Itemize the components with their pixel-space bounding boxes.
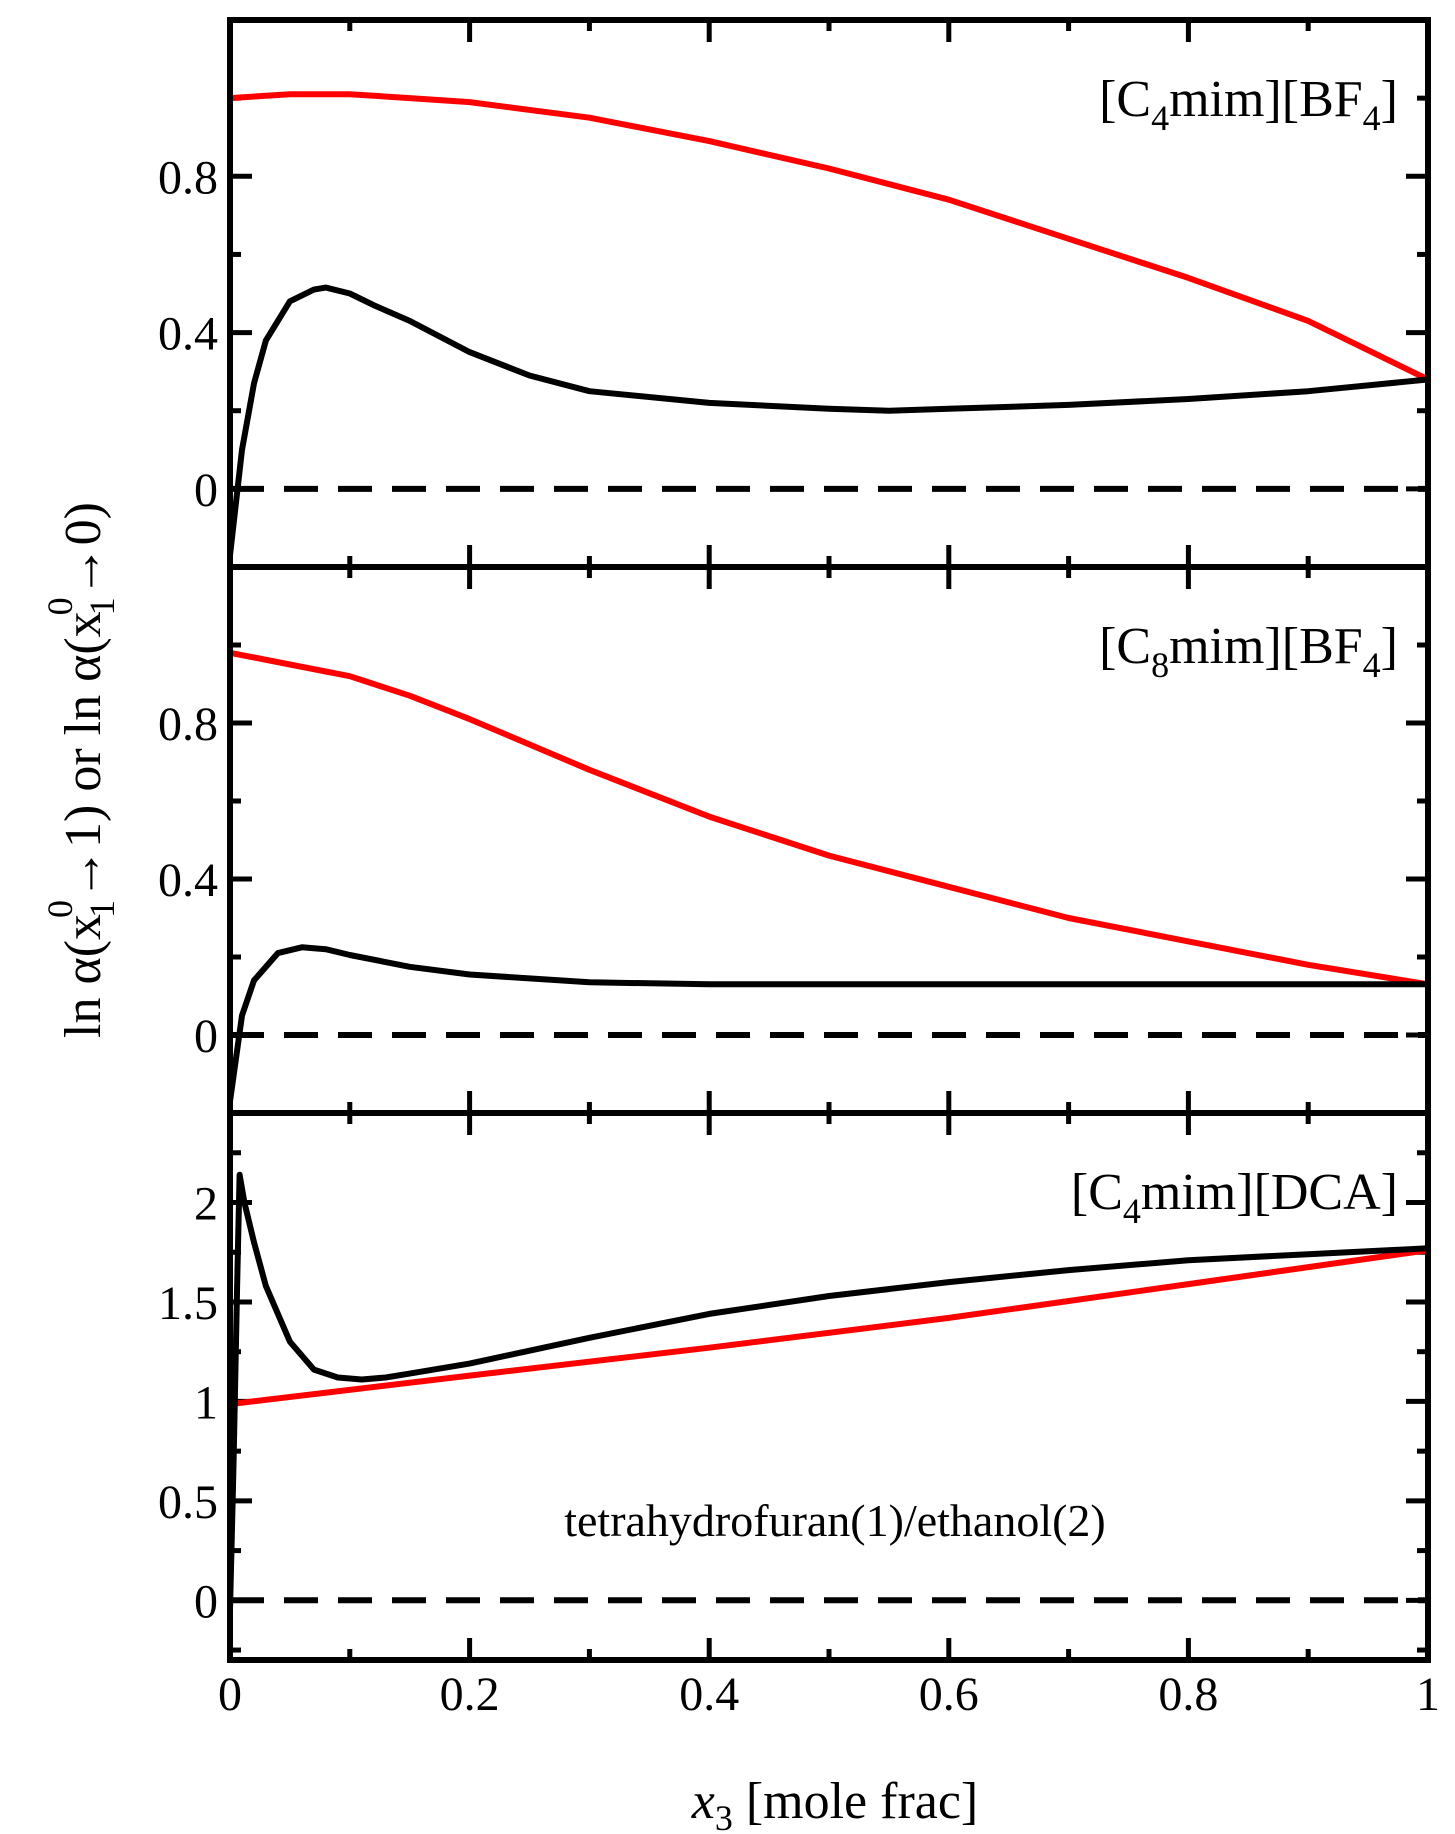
x-tick-label: 1 bbox=[1416, 1668, 1440, 1721]
series-black-line bbox=[230, 284, 1428, 556]
x-tick-label: 0.6 bbox=[919, 1668, 979, 1721]
panel-label: [C4mim][DCA] bbox=[1071, 1164, 1398, 1231]
x-axis-label-var: x bbox=[691, 1773, 715, 1830]
x-tick-label: 0 bbox=[218, 1668, 242, 1721]
y-tick-label: 0.8 bbox=[158, 151, 218, 204]
panel-middle: 0 0.4 0.8 [C8mim][BF4] bbox=[158, 564, 1431, 1116]
panel-label-text: ] bbox=[1381, 71, 1398, 128]
system-annotation: tetrahydrofuran(1)/ethanol(2) bbox=[564, 1495, 1106, 1546]
y-tick-label: 0.8 bbox=[158, 698, 218, 751]
series-red-line bbox=[230, 91, 1428, 383]
panel-label-text: [C bbox=[1099, 618, 1151, 675]
y-axis-label-sup: 0 bbox=[40, 900, 80, 918]
y-tick-label: 2 bbox=[194, 1178, 218, 1231]
series-black-line bbox=[230, 1171, 1428, 1611]
y-axis-label-part3: →0) bbox=[55, 502, 112, 597]
y-tick-label: 0 bbox=[194, 464, 218, 517]
panel-label-subscript: 4 bbox=[1363, 645, 1381, 685]
y-axis-label-sub: 1 bbox=[82, 900, 122, 918]
y-tick-label: 0 bbox=[194, 1575, 218, 1628]
panel-frame bbox=[227, 1110, 1431, 1663]
x-axis-label: x3 [mole frac] bbox=[691, 1773, 979, 1834]
y-tick-label: 0.4 bbox=[158, 308, 218, 361]
panel-label-text: mim][BF bbox=[1169, 618, 1363, 675]
svg-text:ln α(x01→1) or ln α(x01→0): ln α(x01→1) or ln α(x01→0) bbox=[40, 502, 122, 1038]
series-black-line bbox=[230, 944, 1428, 1102]
panel-label-subscript: 4 bbox=[1151, 98, 1169, 138]
x-axis-label-sub: 3 bbox=[715, 1798, 733, 1834]
y-axis-label-part1: ln α(x bbox=[55, 914, 112, 1038]
y-tick-label: 0.4 bbox=[158, 854, 218, 907]
x-tick-label: 0.4 bbox=[679, 1668, 739, 1721]
panel-label: [C8mim][BF4] bbox=[1099, 618, 1398, 685]
panel-top: 00.40.8[C4mim][BF4] bbox=[158, 17, 1431, 570]
y-axis-label-sub2: 1 bbox=[82, 597, 122, 615]
y-axis-label: ln α(x01→1) or ln α(x01→0) bbox=[40, 502, 122, 1038]
panel-label-subscript: 8 bbox=[1151, 645, 1169, 685]
panels: 00.40.8[C4mim][BF4]00.40.8[C8mim][BF4]00… bbox=[158, 17, 1440, 1721]
series-red-line bbox=[230, 649, 1428, 988]
panel-label-text: [C bbox=[1099, 71, 1151, 128]
y-tick-label: 0 bbox=[194, 1010, 218, 1063]
x-tick-label: 0.8 bbox=[1158, 1668, 1218, 1721]
panel-label-text: [C bbox=[1071, 1164, 1123, 1221]
panel-label: [C4mim][BF4] bbox=[1099, 71, 1398, 138]
panel-label-subscript: 4 bbox=[1363, 98, 1381, 138]
panel-bottom: 0 0.5 1 1.5 2 0 0.2 0.4 0.6 0.8 1 [C4mim][DCA] tetra… bbox=[158, 1110, 1440, 1721]
y-axis-label-part2: →1) or ln α(x bbox=[55, 611, 112, 900]
panel-label-subscript: 4 bbox=[1123, 1191, 1141, 1231]
y-tick-label: 1.5 bbox=[158, 1277, 218, 1330]
panel-label-text: mim][DCA] bbox=[1141, 1164, 1398, 1221]
y-tick-label: 0.5 bbox=[158, 1476, 218, 1529]
panel-label-text: mim][BF bbox=[1169, 71, 1363, 128]
series-red-line bbox=[235, 1247, 1428, 1407]
y-tick-label: 1 bbox=[194, 1376, 218, 1429]
panel-label-text: ] bbox=[1381, 618, 1398, 675]
x-tick-label: 0.2 bbox=[440, 1668, 500, 1721]
y-axis-label-sup2: 0 bbox=[40, 597, 80, 615]
x-axis-label-rest: [mole frac] bbox=[733, 1773, 978, 1830]
